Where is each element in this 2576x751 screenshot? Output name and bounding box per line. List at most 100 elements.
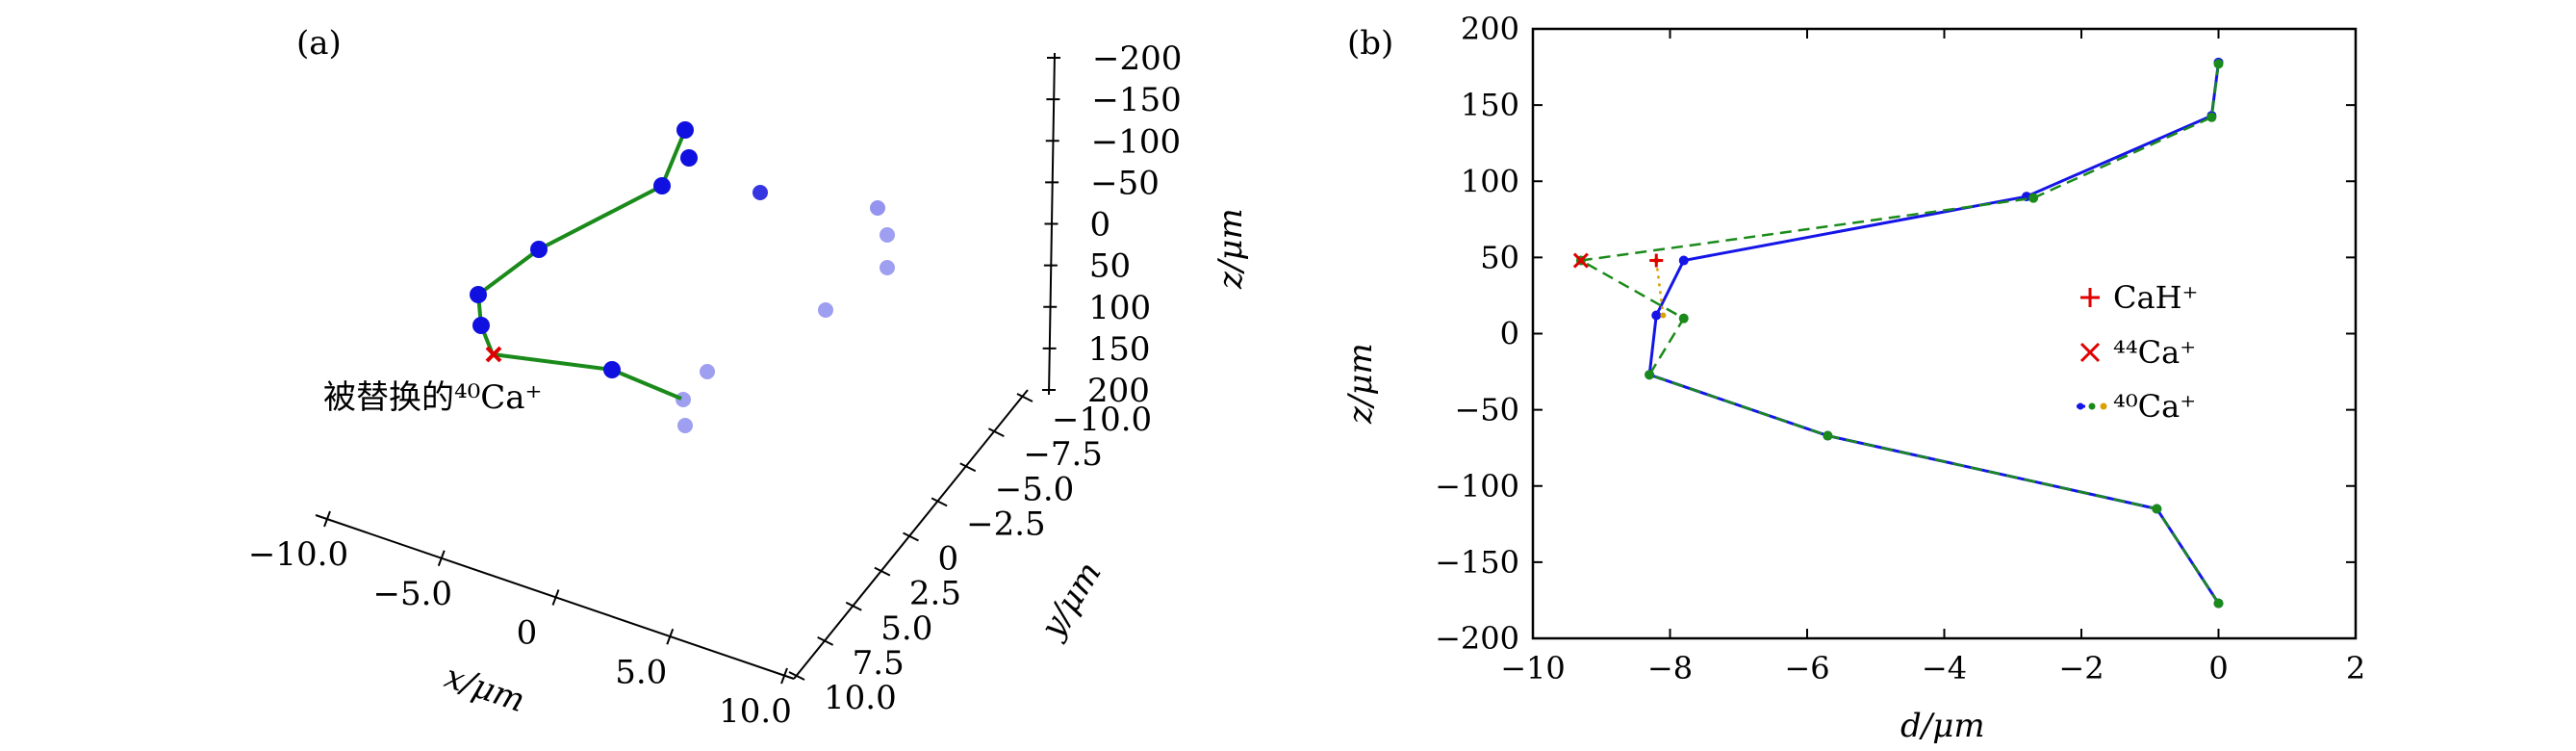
legend-marker-ca40 xyxy=(2077,402,2107,410)
replaced-ion-marker xyxy=(485,346,502,363)
x-axis-label: x/μm xyxy=(440,658,529,720)
y-axis-tick-label: 2.5 xyxy=(909,575,961,613)
x-axis-tick-label: −8 xyxy=(1647,650,1693,686)
data-point xyxy=(2152,504,2162,514)
x-axis-tick xyxy=(780,667,788,685)
data-point xyxy=(2206,112,2217,122)
x-axis-ticks: −10.0 −5.0 0 5.0 10.0 xyxy=(248,510,792,731)
ion xyxy=(470,286,487,303)
data-point xyxy=(1651,310,1662,321)
y-axis-tick-label: 150 xyxy=(1461,87,1519,123)
y-axis-tick-label: −50 xyxy=(1454,392,1519,428)
y-axis-tick xyxy=(788,671,805,681)
y-axis-tick-label: 7.5 xyxy=(853,644,905,683)
z-axis-tick-label: 200 xyxy=(1087,372,1150,410)
x-axis-line xyxy=(315,514,795,680)
panel-b-2d-plot: (b) −10 −8 −6 −4 −2 0 2 200 150 100 50 0 −50 −100 −15… xyxy=(1341,11,2365,745)
faint-ion xyxy=(880,227,895,243)
z-axis-tick-label: 100 xyxy=(1088,289,1151,327)
z-axis-tick-label: 150 xyxy=(1088,330,1151,369)
legend-marker-ca44 xyxy=(2079,342,2101,363)
y-axis-tick-label: −2.5 xyxy=(966,505,1046,543)
z-axis-tick-label: 0 xyxy=(1090,206,1111,245)
y-axis-tick-label: −100 xyxy=(1435,468,1519,505)
legend-entry-ca44: ⁴⁴Ca⁺ xyxy=(2113,334,2196,371)
y-axis-tick-label: 0 xyxy=(1500,316,1519,352)
y-axis-tick-label: 50 xyxy=(1480,239,1519,275)
ion xyxy=(530,241,548,258)
x-axis-tick-label: −5.0 xyxy=(372,575,452,613)
data-point xyxy=(1660,312,1667,319)
faint-ion xyxy=(870,200,885,216)
x-axis-tick-label: 0 xyxy=(517,614,538,653)
x-axis-tick-label: −2 xyxy=(2058,650,2104,686)
panel-a-label: (a) xyxy=(296,24,342,63)
x-axis-label: d/μm xyxy=(1900,707,1985,745)
data-point xyxy=(1645,370,1655,380)
faint-ion xyxy=(700,364,715,379)
y-axis-tick-label: −10.0 xyxy=(1052,401,1152,439)
data-point xyxy=(1678,255,1689,266)
y-axis-label: y/μm xyxy=(1033,555,1109,646)
x-axis-tick xyxy=(551,589,560,606)
y-axis-tick xyxy=(903,531,919,542)
z-axis-tick-label: −150 xyxy=(1091,81,1181,119)
y-axis-tick xyxy=(931,497,948,507)
z-axis-tick-label: −200 xyxy=(1092,39,1182,78)
ion-group xyxy=(470,121,698,378)
data-point xyxy=(2028,193,2039,203)
y-axis-tick-label: −200 xyxy=(1435,620,1519,657)
faint-ion xyxy=(676,392,691,407)
y-axis-tick xyxy=(959,462,977,473)
y-axis-tick xyxy=(817,635,834,646)
z-axis-label: z/μm xyxy=(1211,208,1250,290)
y-axis-tick xyxy=(987,427,1005,438)
y-axis-ticks: 200 150 100 50 0 −50 −100 −150 −200 xyxy=(1435,11,2356,657)
x-axis-tick-label: 5.0 xyxy=(615,653,667,691)
faint-ion-group xyxy=(676,185,895,433)
ion xyxy=(680,149,698,167)
y-axis-ticks: −10.0−7.5−5.0−2.502.55.07.510.0 xyxy=(788,393,1152,717)
x-axis-tick xyxy=(323,510,331,528)
ion xyxy=(676,121,694,139)
data-point xyxy=(2213,59,2224,69)
y-axis-tick-label: 5.0 xyxy=(880,609,932,648)
x-axis-tick-label: −6 xyxy=(1784,650,1829,686)
x-axis-tick-label: 10.0 xyxy=(719,692,792,731)
z-axis-tick-label: 50 xyxy=(1089,247,1131,286)
faint-ion xyxy=(752,185,768,200)
y-axis-tick-label: −7.5 xyxy=(1023,435,1103,474)
faint-ion xyxy=(677,418,693,433)
faint-ion xyxy=(818,302,833,318)
legend-entry-ca40: ⁴⁰Ca⁺ xyxy=(2113,388,2196,425)
x-axis-tick-label: −10 xyxy=(1500,650,1566,686)
replaced-ion-annotation: 被替换的⁴⁰Ca⁺ xyxy=(323,378,543,417)
y-axis-tick xyxy=(874,566,891,577)
panel-b-label: (b) xyxy=(1347,24,1393,63)
x-axis-tick xyxy=(666,628,675,645)
legend-entry-cah: CaH⁺ xyxy=(2113,279,2198,316)
x-axis-tick-label: −4 xyxy=(1922,650,1967,686)
z-axis-tick-label: −50 xyxy=(1090,164,1160,202)
y-axis-tick-label: −5.0 xyxy=(995,470,1075,508)
ion xyxy=(653,177,671,194)
y-axis-tick-label: 0 xyxy=(938,540,959,579)
x-axis-ticks: −10 −8 −6 −4 −2 0 2 xyxy=(1500,29,2365,686)
panel-a-3d-plot: (a) −10.0−5.005.010.0 −10.0−7.5−5.0−2.50… xyxy=(248,24,1250,731)
ion xyxy=(603,361,621,378)
series-group xyxy=(1572,57,2224,609)
data-point xyxy=(2213,598,2224,609)
faint-ion xyxy=(880,260,895,275)
y-axis-tick-label: 200 xyxy=(1461,11,1519,47)
y-axis-tick xyxy=(845,601,862,611)
series-line-dotted xyxy=(1655,260,1665,316)
data-point xyxy=(1823,430,1833,441)
x-axis-tick-label: 0 xyxy=(2208,650,2228,686)
ca44-marker xyxy=(1572,252,1589,269)
legend-marker-cah xyxy=(2080,288,2100,307)
x-axis-tick xyxy=(437,550,446,567)
x-axis-tick-label: −10.0 xyxy=(248,535,348,574)
ion-chain-path xyxy=(475,129,687,401)
data-point xyxy=(1678,313,1689,324)
